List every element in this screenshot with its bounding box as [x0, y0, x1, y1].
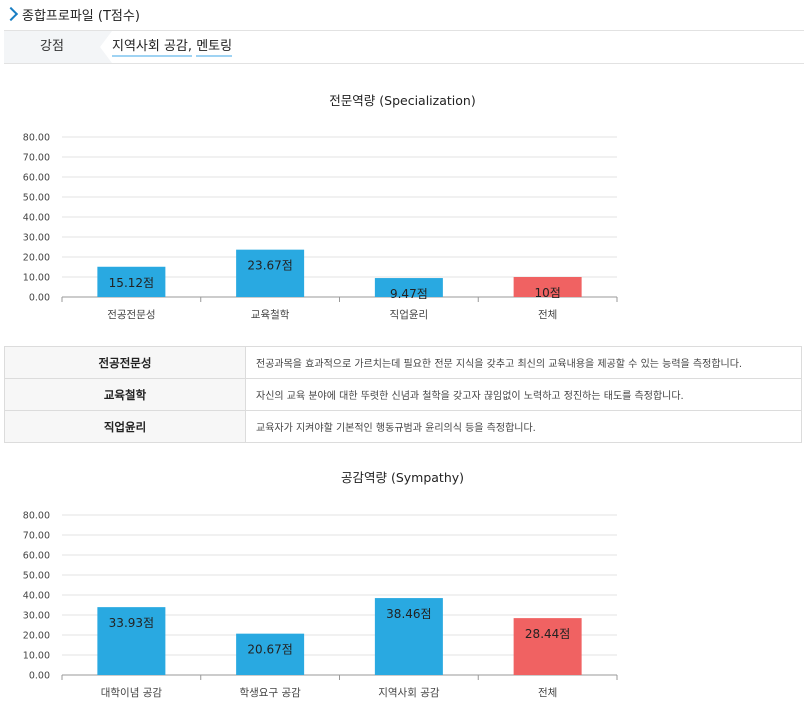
sympathy-bar-chart: 0.00 10.00 20.00 30.00 40.00 50.00 60.00 70.00 8… — [23, 511, 618, 699]
table-desc: 교육자가 지켜야할 기본적인 행동규범과 윤리의식 등을 측정합니다. — [245, 410, 802, 443]
table-key: 직업윤리 — [4, 410, 246, 443]
y-tick-label: 30.00 — [23, 233, 50, 244]
table-row: 교육철학 자신의 교육 분야에 대한 뚜렷한 신념과 철학을 갖고자 끊임없이 … — [4, 378, 802, 411]
strength-separator: , — [187, 39, 193, 57]
chart-title-specialization: 전문역량 (Specialization) — [329, 93, 476, 108]
y-tick-label: 20.00 — [23, 631, 50, 642]
y-tick-label: 80.00 — [23, 133, 50, 144]
y-tick-label: 20.00 — [23, 253, 50, 264]
x-tick-label: 전공전문성 — [107, 309, 155, 321]
bar — [374, 598, 443, 675]
y-tick-label: 70.00 — [23, 531, 50, 542]
strength-value-1: 지역사회 공감 — [112, 39, 188, 57]
y-tick-label: 0.00 — [29, 293, 50, 304]
x-tick-label: 교육철학 — [251, 309, 290, 321]
table-desc: 전공과목을 효과적으로 가르치는데 필요한 전문 지식을 갖추고 최신의 교육내… — [245, 346, 802, 379]
x-tick-label: 전체 — [538, 309, 557, 321]
specialization-bar-chart: 0.00 10.00 20.00 30.00 40.00 50.00 60.00 70.00 8… — [23, 133, 618, 321]
data-label: 20.67점 — [247, 643, 292, 657]
y-tick-label: 0.00 — [29, 671, 50, 682]
x-tick-label: 학생요구 공감 — [239, 687, 301, 699]
x-tick-label: 지역사회 공감 — [378, 687, 440, 699]
table-key: 교육철학 — [4, 378, 246, 411]
y-tick-label: 80.00 — [23, 511, 50, 522]
y-tick-label: 50.00 — [23, 571, 50, 582]
competency-description-table: 전공전문성 전공과목을 효과적으로 가르치는데 필요한 전문 지식을 갖추고 최… — [4, 346, 802, 443]
y-tick-label: 10.00 — [23, 273, 50, 284]
data-label: 9.47점 — [390, 287, 428, 301]
y-tick-label: 30.00 — [23, 611, 50, 622]
y-tick-label: 40.00 — [23, 591, 50, 602]
strength-row: 강점 지역사회 공감, 멘토링 — [4, 30, 804, 64]
table-desc: 자신의 교육 분야에 대한 뚜렷한 신념과 철학을 갖고자 끊임없이 노력하고 … — [245, 378, 802, 411]
y-tick-label: 60.00 — [23, 173, 50, 184]
bar — [97, 607, 166, 675]
table-row: 직업윤리 교육자가 지켜야할 기본적인 행동규범과 윤리의식 등을 측정합니다. — [4, 410, 802, 443]
y-tick-label: 60.00 — [23, 551, 50, 562]
bar — [236, 633, 305, 675]
bar — [513, 618, 582, 675]
y-tick-label: 10.00 — [23, 651, 50, 662]
data-label: 38.46점 — [386, 607, 431, 621]
x-tick-label: 전체 — [538, 687, 557, 699]
y-tick-label: 50.00 — [23, 193, 50, 204]
section-title: 종합프로파일 (T점수) — [22, 8, 140, 24]
strength-values: 지역사회 공감, 멘토링 — [112, 31, 233, 63]
table-row: 전공전문성 전공과목을 효과적으로 가르치는데 필요한 전문 지식을 갖추고 최… — [4, 346, 802, 379]
data-label: 23.67점 — [247, 259, 292, 273]
table-key: 전공전문성 — [4, 346, 246, 379]
chart-title-sympathy: 공감역량 (Sympathy) — [340, 470, 465, 485]
y-tick-label: 40.00 — [23, 213, 50, 224]
bar — [374, 278, 443, 297]
x-tick-label: 대학이념 공감 — [101, 687, 163, 699]
data-label: 10점 — [534, 286, 560, 300]
bar — [97, 266, 166, 297]
data-label: 33.93점 — [109, 616, 154, 630]
y-tick-label: 70.00 — [23, 153, 50, 164]
data-label: 28.44점 — [525, 627, 570, 641]
strength-label: 강점 — [4, 31, 112, 63]
data-label: 15.12점 — [109, 276, 154, 290]
strength-value-2: 멘토링 — [196, 39, 233, 57]
chevron-right-icon — [3, 6, 19, 22]
section-header: 종합프로파일 (T점수) — [3, 4, 140, 24]
bar — [513, 277, 582, 297]
bar — [236, 249, 305, 297]
x-tick-label: 직업윤리 — [390, 308, 429, 321]
